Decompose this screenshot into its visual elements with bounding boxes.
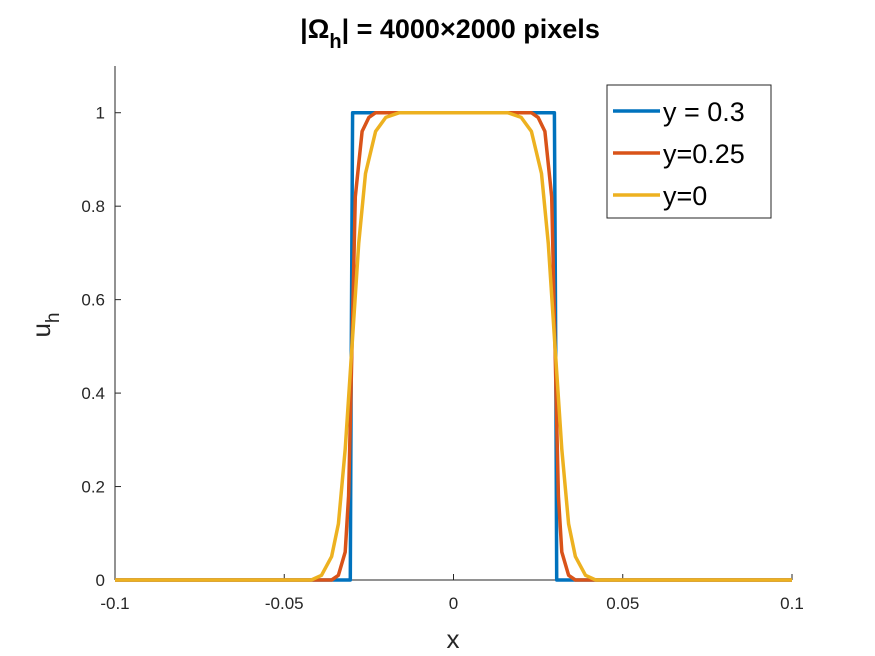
x-tick-label: 0.1 xyxy=(780,594,804,613)
y-tick-label: 0 xyxy=(96,571,105,590)
series-group xyxy=(115,110,792,582)
x-tick-label: 0.05 xyxy=(606,594,639,613)
axis-ticks: -0.1 -0.05 0 0.05 0.1 0 0.2 0.4 0.6 0.8 1 xyxy=(81,104,803,613)
legend-entries: y = 0.3 y=0.25 y=0 xyxy=(613,97,745,211)
legend-label-3: y=0 xyxy=(663,181,707,211)
y-tick-label: 0.4 xyxy=(81,384,105,403)
legend-label-1: y = 0.3 xyxy=(663,97,745,127)
y-tick-label: 0.6 xyxy=(81,291,105,310)
legend: y = 0.3 y=0.25 y=0 xyxy=(606,84,772,219)
y-axis-label-subscript: h xyxy=(43,312,64,323)
y-tick-label: 0.2 xyxy=(81,478,105,497)
y-axis-label: uh xyxy=(26,312,64,337)
series-line-3 xyxy=(115,110,792,582)
legend-label-2: y=0.25 xyxy=(663,139,745,169)
chart-title-subscript: h xyxy=(329,31,341,53)
x-tick-label: -0.1 xyxy=(100,594,129,613)
chart-title-suffix: | = 4000×2000 pixels xyxy=(342,14,600,44)
x-axis-label: x xyxy=(447,624,460,654)
x-tick-label: 0 xyxy=(449,594,458,613)
chart-title: |Ωh| = 4000×2000 pixels xyxy=(300,14,600,53)
y-axis-label-base: u xyxy=(26,323,56,337)
x-tick-label: -0.05 xyxy=(265,594,304,613)
y-tick-label: 0.8 xyxy=(81,197,105,216)
y-tick-label: 1 xyxy=(96,104,105,123)
chart-title-prefix: |Ω xyxy=(300,14,329,44)
